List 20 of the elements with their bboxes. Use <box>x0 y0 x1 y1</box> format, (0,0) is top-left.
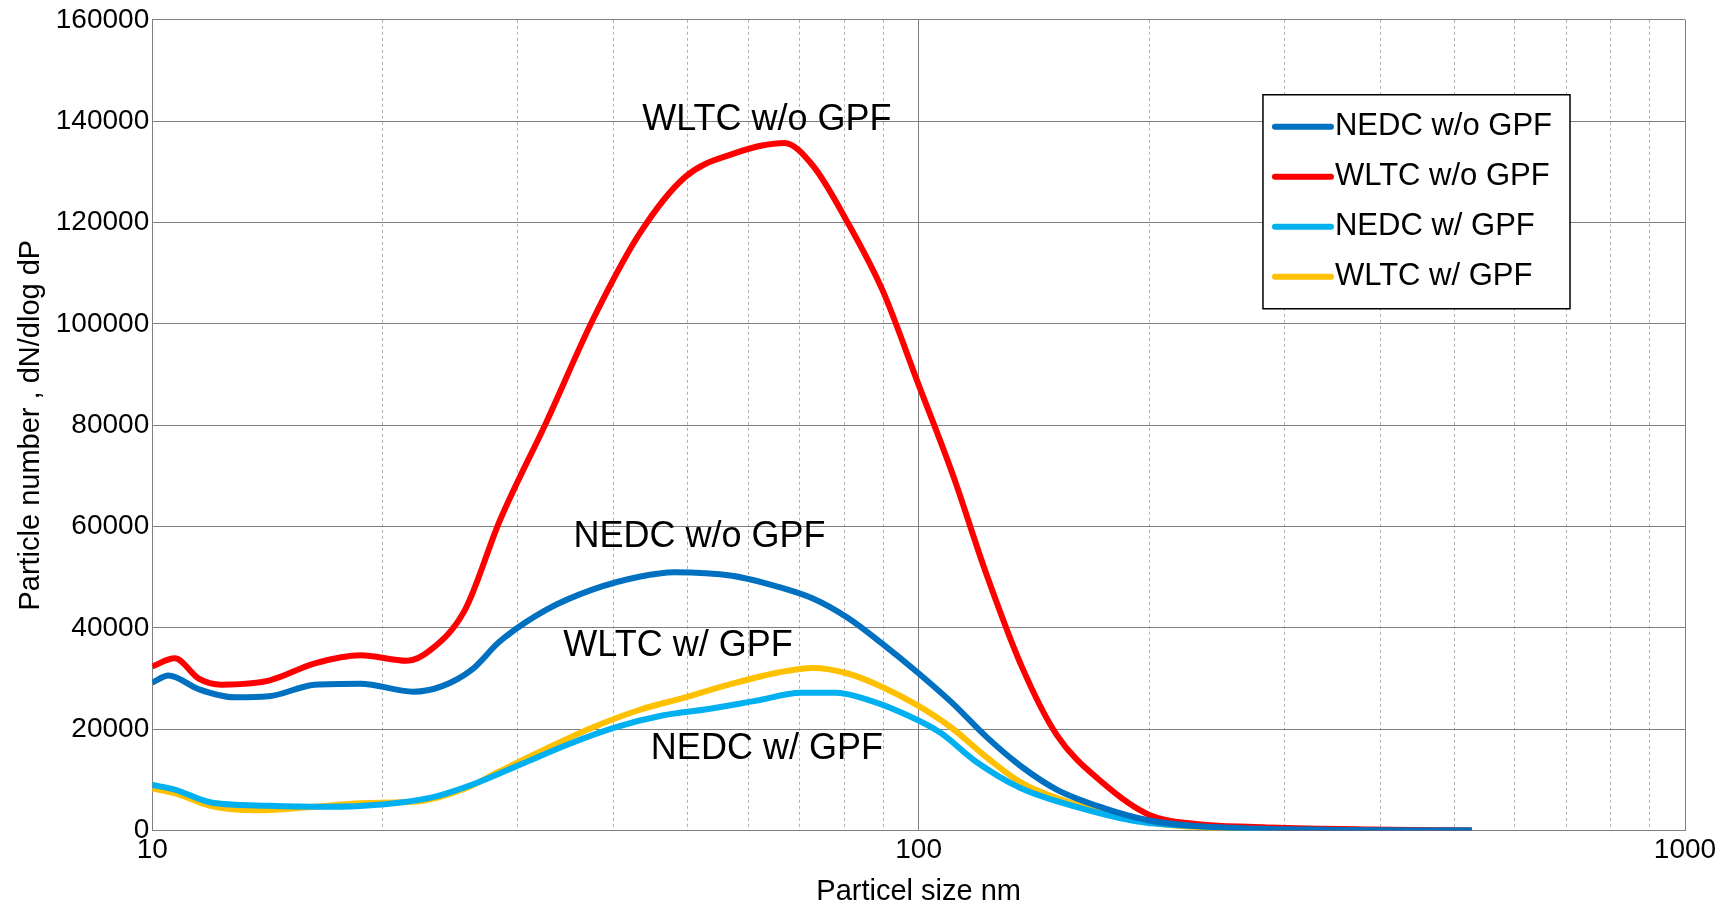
legend-label: WLTC w/o GPF <box>1334 157 1550 193</box>
y-tick-label: 80000 <box>71 407 150 439</box>
y-tick-label: 120000 <box>55 205 150 237</box>
y-tick-label: 60000 <box>71 509 150 541</box>
y-tick-label: 40000 <box>71 610 150 642</box>
y-tick-label: 20000 <box>71 711 150 743</box>
y-tick-label: 160000 <box>55 2 150 34</box>
legend-label: NEDC w/ GPF <box>1334 207 1535 243</box>
annotation: WLTC w/ GPF <box>563 622 793 664</box>
x-axis-title: Particel size nm <box>816 873 1021 906</box>
annotation: NEDC w/o GPF <box>573 514 826 556</box>
annotation: NEDC w/ GPF <box>650 726 883 768</box>
legend-label: WLTC w/ GPF <box>1334 257 1533 293</box>
x-tick-label: 1000 <box>1653 833 1717 865</box>
y-axis-title: Particle number , dN/dlog dP <box>13 239 46 611</box>
annotation: WLTC w/o GPF <box>642 97 892 139</box>
y-tick-label: 100000 <box>55 306 150 338</box>
x-tick-label: 100 <box>895 833 942 865</box>
y-tick-label: 140000 <box>55 103 150 135</box>
legend-label: NEDC w/o GPF <box>1334 107 1552 143</box>
